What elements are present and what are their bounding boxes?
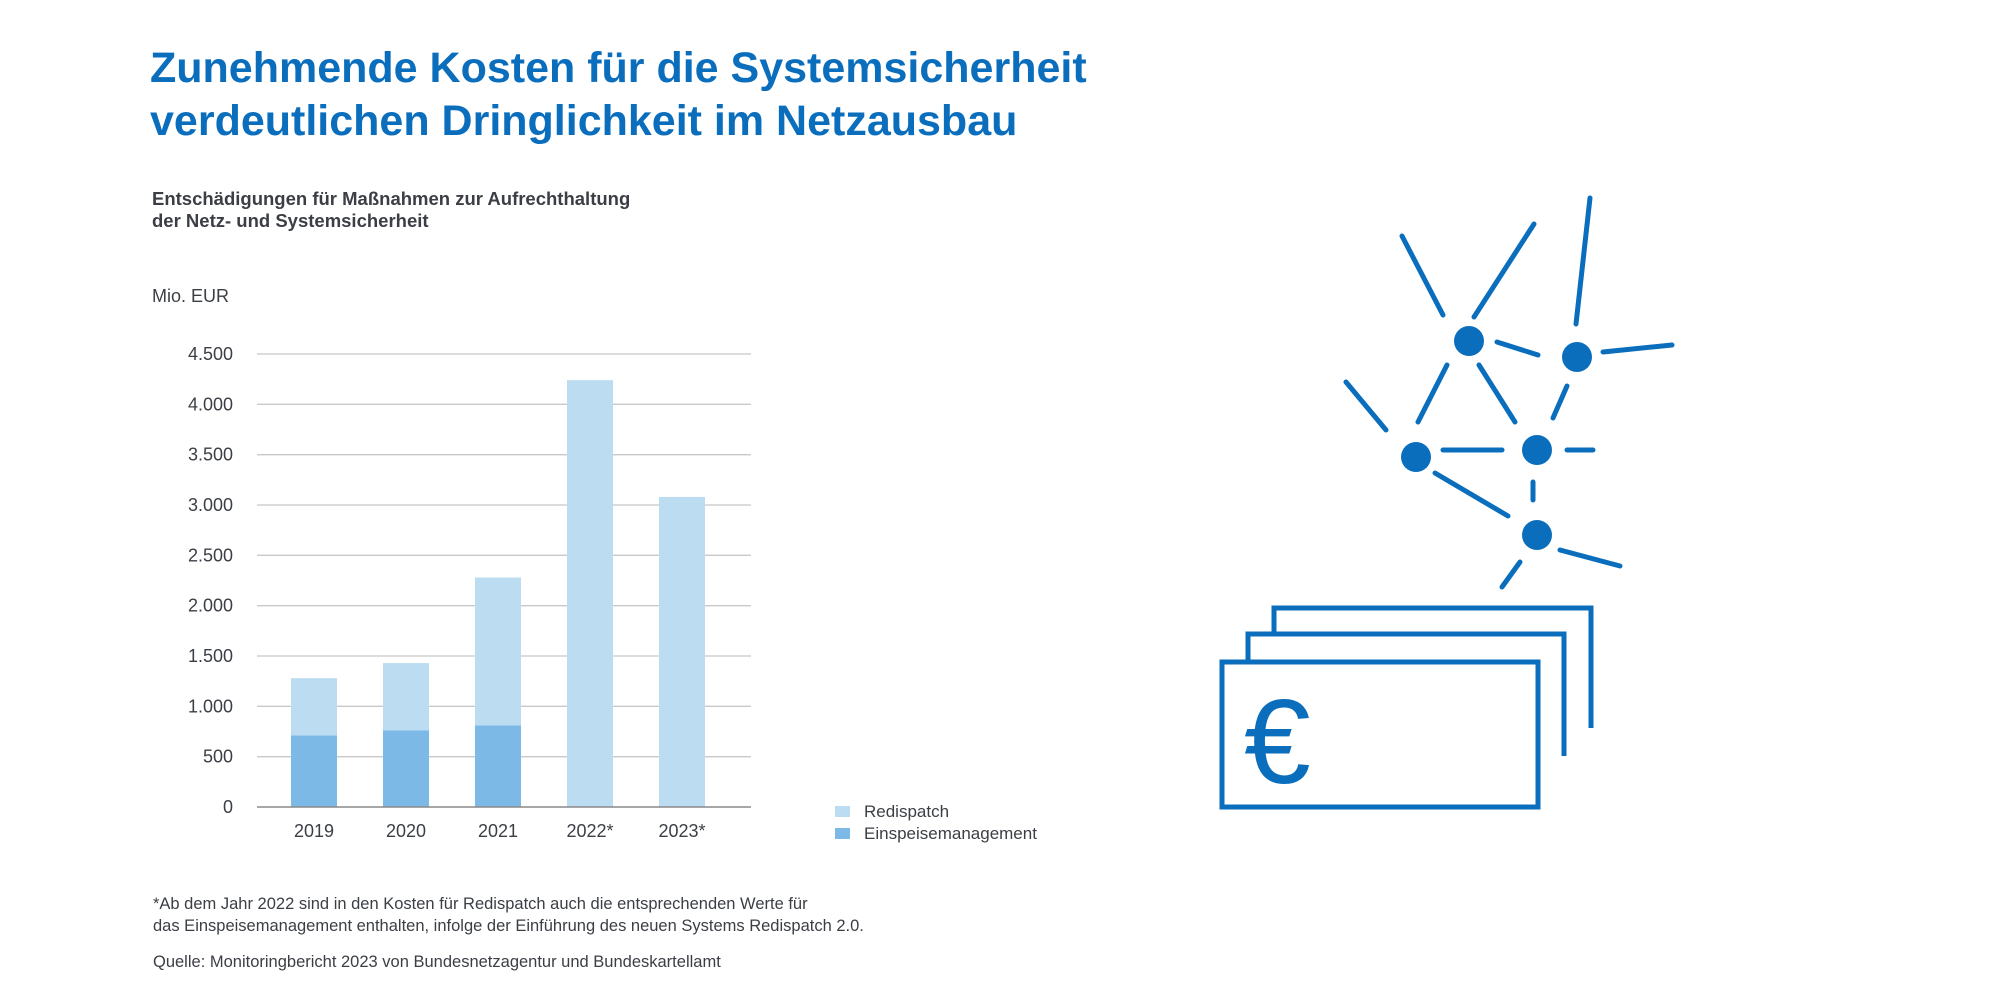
x-tick-label: 2023* bbox=[658, 821, 705, 841]
bar-redispatch-2023 bbox=[659, 496, 705, 807]
cost-bar-chart: Mio. EUR 0 500 1.000 1.500 2.000 2.500 3.000 3.… bbox=[152, 286, 1037, 843]
title-line-2: verdeutlichen Dringlichkeit im Netzausba… bbox=[150, 97, 1018, 145]
y-tick-label: 3.500 bbox=[188, 445, 233, 465]
y-tick-label: 4.000 bbox=[188, 394, 233, 414]
x-tick-label: 2021 bbox=[478, 821, 518, 841]
bar-redispatch-2021 bbox=[475, 577, 521, 726]
legend-label: Einspeisemanagement bbox=[864, 824, 1037, 843]
footnote-line-1: *Ab dem Jahr 2022 sind in den Kosten für… bbox=[153, 895, 808, 913]
y-tick-label: 500 bbox=[203, 747, 233, 767]
x-tick-label: 2022* bbox=[566, 821, 613, 841]
chart-notes: *Ab dem Jahr 2022 sind in den Kosten für… bbox=[153, 893, 864, 973]
y-tick-label: 3.000 bbox=[188, 495, 233, 515]
page-title: Zunehmende Kosten für die Systemsicherhe… bbox=[150, 42, 1087, 148]
x-axis-ticks: 2019 2020 2021 2022* 2023* bbox=[294, 821, 706, 841]
subtitle-line-2: der Netz- und Systemsicherheit bbox=[152, 210, 429, 231]
bar-redispatch-2019 bbox=[291, 678, 337, 736]
source-citation: Quelle: Monitoringbericht 2023 von Bunde… bbox=[153, 953, 721, 971]
chart-subtitle: Entschädigungen für Maßnahmen zur Aufrec… bbox=[152, 188, 630, 232]
bars bbox=[291, 380, 705, 807]
y-tick-label: 0 bbox=[223, 797, 233, 817]
footnote-line-2: das Einspeisemanagement enthalten, infol… bbox=[153, 917, 864, 935]
y-tick-label: 1.500 bbox=[188, 646, 233, 666]
bar-einspeisemanagement-2019 bbox=[291, 735, 337, 807]
legend-swatch bbox=[835, 806, 850, 817]
y-tick-label: 4.500 bbox=[188, 344, 233, 364]
title-line-1: Zunehmende Kosten für die Systemsicherhe… bbox=[150, 44, 1087, 92]
x-tick-label: 2019 bbox=[294, 821, 334, 841]
bar-einspeisemanagement-2021 bbox=[475, 725, 521, 807]
x-tick-label: 2020 bbox=[386, 821, 426, 841]
euro-symbol: € bbox=[1244, 675, 1311, 809]
y-axis-ticks: 0 500 1.000 1.500 2.000 2.500 3.000 3.500 4.000 4… bbox=[188, 344, 233, 817]
bar-redispatch-2022 bbox=[567, 380, 613, 807]
legend-label: Redispatch bbox=[864, 802, 949, 821]
bar-redispatch-2020 bbox=[383, 663, 429, 731]
legend-swatch bbox=[835, 828, 850, 839]
subtitle-line-1: Entschädigungen für Maßnahmen zur Aufrec… bbox=[152, 188, 631, 209]
y-tick-label: 1.000 bbox=[188, 696, 233, 716]
bar-einspeisemanagement-2020 bbox=[383, 730, 429, 807]
chart-legend: Redispatch Einspeisemanagement bbox=[835, 802, 1037, 843]
y-axis-label: Mio. EUR bbox=[152, 286, 229, 306]
y-tick-label: 2.000 bbox=[188, 596, 233, 616]
y-tick-label: 2.500 bbox=[188, 545, 233, 565]
